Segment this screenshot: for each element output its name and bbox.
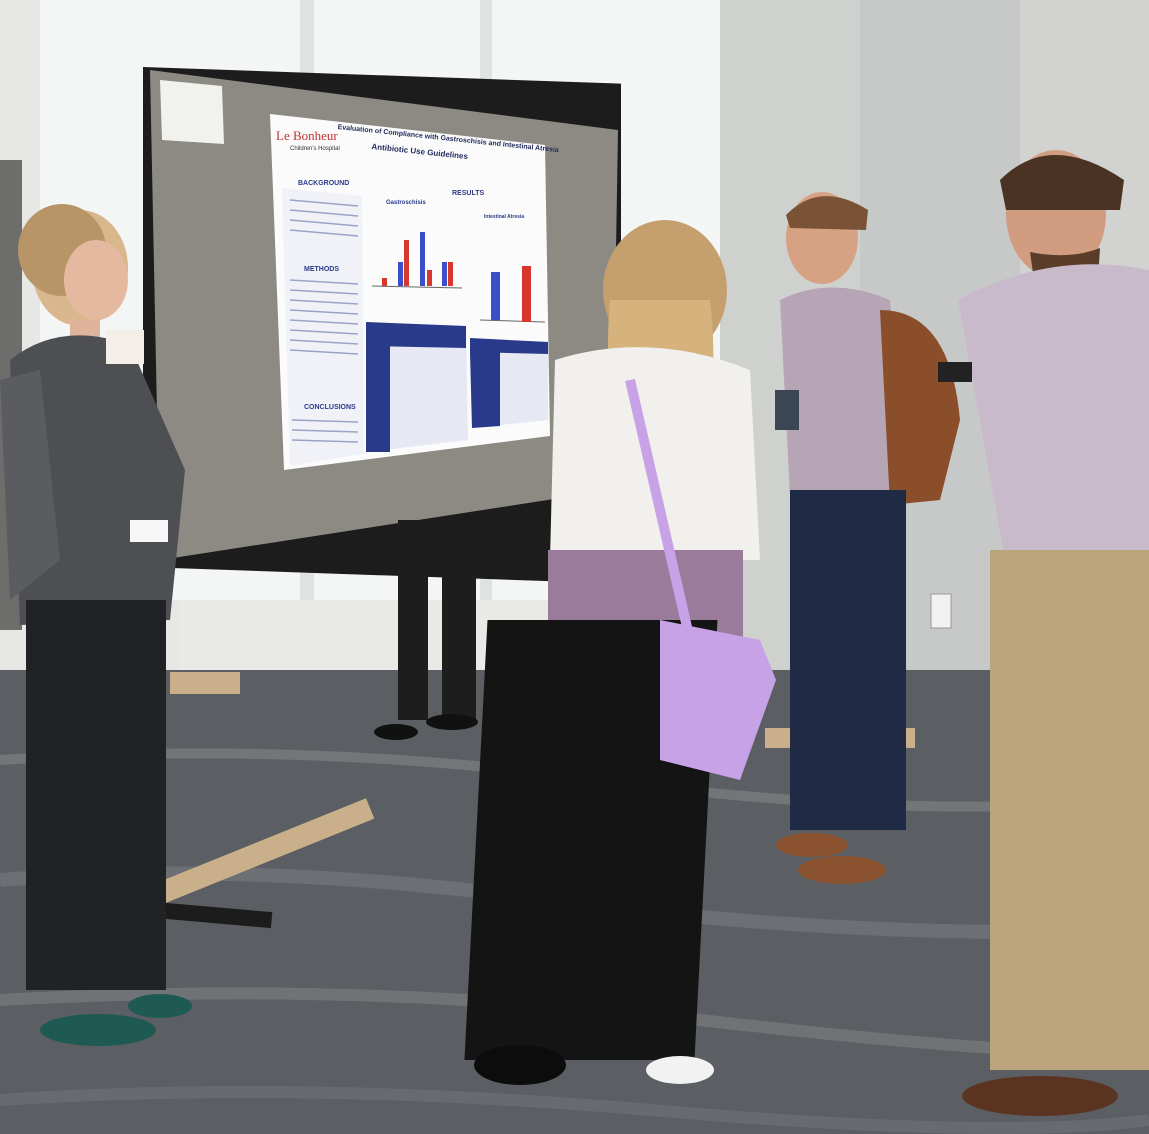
name-badge	[130, 520, 168, 542]
poster-logo: Le Bonheur	[276, 128, 338, 144]
heading-intestinal-atresia: Intestinal Atresia	[484, 214, 525, 220]
bar	[448, 262, 453, 286]
bar	[442, 262, 447, 286]
bar	[427, 270, 432, 286]
poster-chart-intestinal-atresia	[479, 266, 546, 323]
heading-gastroschisis: Gastroschisis	[386, 200, 426, 206]
poster-tube	[106, 798, 375, 924]
woman-left-with-cup	[0, 204, 192, 1046]
bar	[398, 262, 403, 286]
logo-text: Le Bonheur	[276, 128, 338, 143]
heading-conclusions: CONCLUSIONS	[304, 404, 356, 411]
heading-results: RESULTS	[452, 190, 485, 197]
bar	[491, 272, 500, 320]
power-outlet	[930, 593, 952, 629]
heading-background: BACKGROUND	[298, 180, 350, 187]
bar	[382, 278, 387, 286]
logo-subtitle: Children's Hospital	[290, 146, 340, 152]
poster-chart-gastroschisis	[371, 232, 463, 289]
person-behind-board-legs	[398, 520, 428, 720]
man-with-backpack	[775, 192, 960, 884]
bar	[404, 240, 409, 286]
poster-tube-2	[170, 672, 240, 694]
bar	[420, 232, 425, 286]
poster-table-1	[366, 322, 468, 452]
purple-bag	[660, 620, 776, 780]
tumbler	[775, 390, 799, 430]
smartphone	[938, 362, 972, 382]
bar	[522, 266, 531, 322]
man-right-with-phone	[938, 150, 1149, 1116]
heading-methods: METHODS	[304, 266, 339, 273]
coffee-cup	[106, 330, 144, 364]
board-number-sign	[160, 80, 224, 144]
backpack	[880, 310, 960, 505]
woman-center-back	[464, 220, 776, 1085]
